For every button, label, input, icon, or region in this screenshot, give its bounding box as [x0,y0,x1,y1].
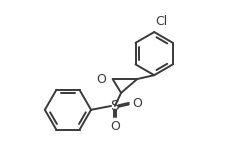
Text: Cl: Cl [156,15,168,28]
Text: O: O [97,73,106,85]
Text: S: S [111,99,119,113]
Text: O: O [132,97,142,110]
Text: O: O [110,120,120,133]
